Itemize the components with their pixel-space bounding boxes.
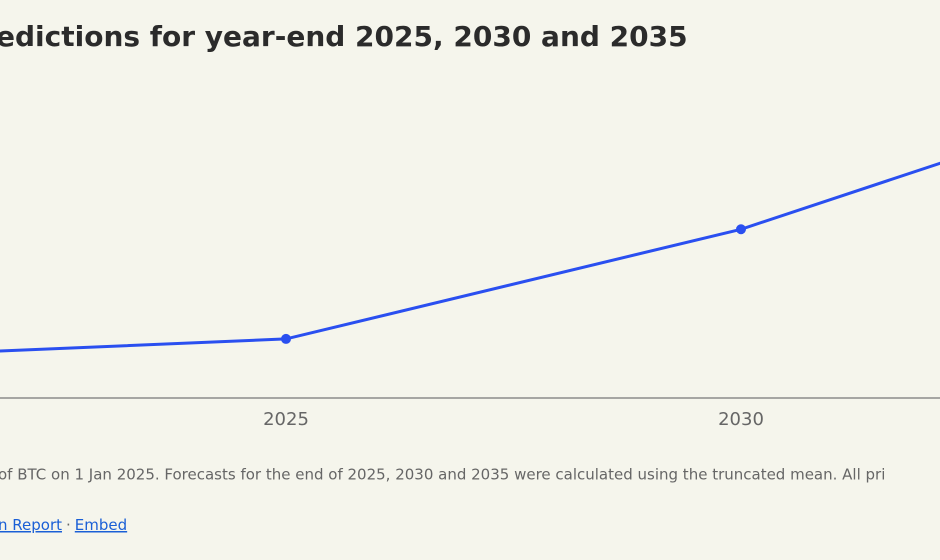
- link[interactable]: n Report: [0, 516, 62, 534]
- x-tick-label: 2030: [718, 409, 764, 430]
- separator: ·: [66, 516, 71, 534]
- chart-title: edictions for year-end 2025, 2030 and 20…: [0, 20, 688, 53]
- point: [281, 333, 291, 344]
- links: n Report · Embed: [0, 516, 127, 534]
- point: [736, 224, 746, 235]
- link[interactable]: Embed: [75, 516, 127, 534]
- line: [0, 161, 940, 353]
- footnote: of BTC on 1 Jan 2025. Forecasts for the …: [0, 466, 885, 484]
- x-tick-label: 2025: [263, 409, 309, 430]
